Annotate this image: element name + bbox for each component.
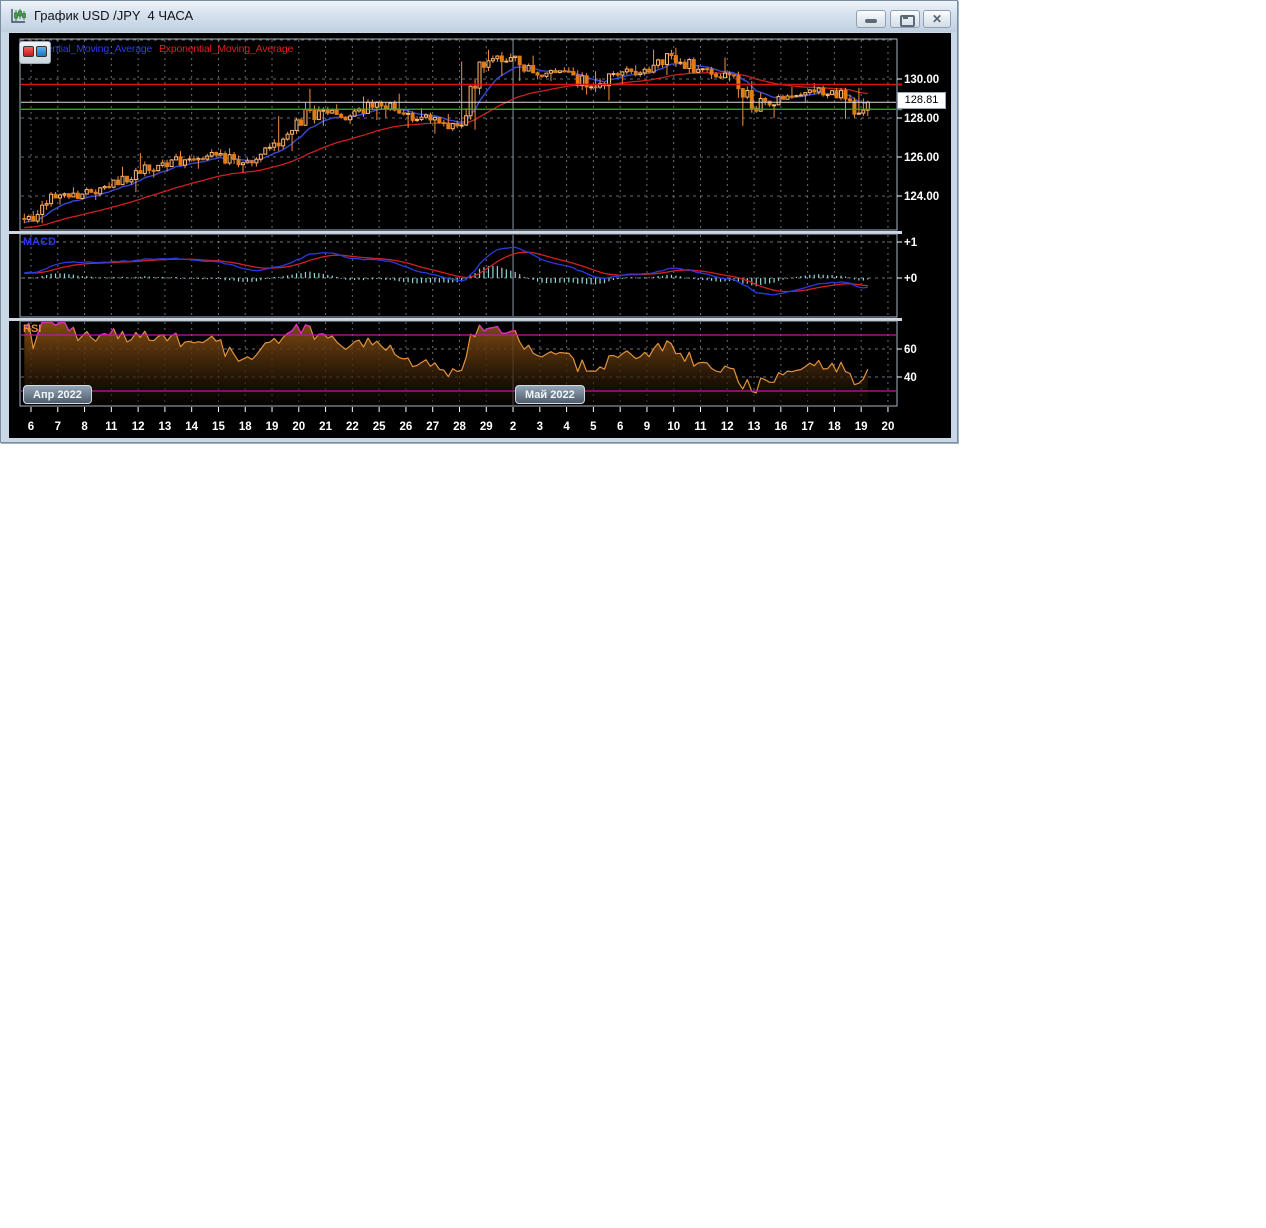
svg-text:9: 9 (644, 421, 650, 433)
svg-text:26: 26 (400, 421, 413, 433)
svg-text:6: 6 (28, 421, 34, 433)
svg-text:12: 12 (132, 421, 145, 433)
svg-text:19: 19 (855, 421, 868, 433)
svg-text:17: 17 (801, 421, 814, 433)
macd-plot (23, 246, 869, 296)
title-bar[interactable]: График USD /JPY 4 ЧАСА ✕ (1, 1, 957, 32)
svg-text:3: 3 (537, 421, 543, 433)
svg-text:40: 40 (904, 372, 917, 384)
svg-text:+1: +1 (904, 237, 918, 249)
svg-text:19: 19 (266, 421, 279, 433)
red-indicator-button[interactable] (23, 46, 34, 57)
svg-text:27: 27 (426, 421, 439, 433)
chart-canvas[interactable]: 130.00 128.00 126.00 124.00 +1 +0 60 40 6 7 8 11 12 1… (9, 33, 951, 438)
candles-plot (22, 47, 870, 229)
svg-text:+0: +0 (904, 273, 917, 285)
svg-text:7: 7 (55, 421, 61, 433)
svg-text:20: 20 (292, 421, 305, 433)
month-label-april: Апр 2022 (23, 385, 92, 404)
close-button[interactable]: ✕ (923, 10, 951, 28)
svg-text:16: 16 (774, 421, 787, 433)
svg-text:22: 22 (346, 421, 359, 433)
svg-text:11: 11 (694, 421, 707, 433)
svg-text:5: 5 (590, 421, 597, 433)
macd-label: MACD (23, 236, 56, 248)
svg-text:60: 60 (904, 344, 917, 356)
current-price-tag: 128.81 (897, 92, 946, 109)
svg-text:4: 4 (563, 421, 570, 433)
svg-text:6: 6 (617, 421, 623, 433)
svg-text:128.00: 128.00 (904, 113, 939, 125)
svg-text:8: 8 (81, 421, 88, 433)
rsi-panel[interactable] (19, 320, 898, 407)
svg-text:29: 29 (480, 421, 493, 433)
legend-ma-fast[interactable]: Exponential_Moving_Average (18, 43, 153, 55)
svg-text:11: 11 (105, 421, 118, 433)
svg-text:130.00: 130.00 (904, 74, 939, 86)
svg-text:21: 21 (319, 421, 332, 433)
candlestick-chart-icon (9, 7, 28, 26)
chart-window: График USD /JPY 4 ЧАСА ✕ 130.00 128.00 126… (0, 0, 958, 443)
svg-text:126.00: 126.00 (904, 152, 939, 164)
rsi-label: RSI (23, 323, 41, 335)
main-chart-panel[interactable] (19, 38, 898, 231)
maximize-button[interactable] (890, 10, 920, 28)
svg-text:124.00: 124.00 (904, 191, 939, 203)
window-title: График USD /JPY 4 ЧАСА (34, 8, 194, 23)
maximize-icon (900, 15, 915, 27)
svg-text:14: 14 (185, 421, 198, 433)
price-axis: 130.00 128.00 126.00 124.00 +1 +0 60 40 (897, 74, 939, 384)
indicator-buttons-panel (19, 41, 51, 64)
svg-text:20: 20 (882, 421, 895, 433)
svg-text:2: 2 (510, 421, 516, 433)
svg-text:10: 10 (667, 421, 680, 433)
blue-indicator-button[interactable] (36, 46, 47, 57)
svg-text:28: 28 (453, 421, 466, 433)
time-axis: 6 7 8 11 12 13 14 15 18 19 20 21 22 25 26 27 28 29 2 3 4 5 6 9 1… (28, 407, 895, 433)
close-icon: ✕ (931, 12, 943, 26)
month-label-may: Май 2022 (515, 385, 585, 404)
chart-client-area: 130.00 128.00 126.00 124.00 +1 +0 60 40 6 7 8 11 12 1… (9, 33, 951, 438)
svg-text:18: 18 (828, 421, 841, 433)
svg-text:13: 13 (748, 421, 761, 433)
svg-text:15: 15 (212, 421, 225, 433)
svg-text:13: 13 (159, 421, 172, 433)
svg-text:12: 12 (721, 421, 734, 433)
legend-ma-slow[interactable]: Exponential_Moving_Average (159, 43, 294, 55)
macd-panel[interactable] (19, 233, 898, 318)
svg-text:18: 18 (239, 421, 252, 433)
minimize-icon (865, 19, 877, 23)
svg-text:25: 25 (373, 421, 386, 433)
minimize-button[interactable] (856, 10, 886, 28)
